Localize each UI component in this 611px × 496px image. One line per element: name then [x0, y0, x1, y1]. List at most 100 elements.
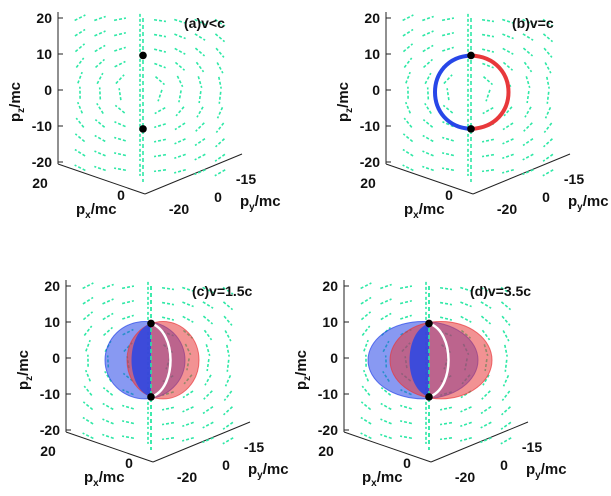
field-arrow — [402, 133, 414, 143]
field-arrow — [102, 312, 114, 321]
field-arrow — [502, 153, 514, 160]
field-arrow — [361, 385, 371, 396]
field-arrow — [216, 62, 224, 74]
field-arrow — [198, 90, 202, 104]
field-arrow — [94, 165, 106, 172]
field-arrow — [214, 33, 226, 43]
field-arrow — [74, 148, 86, 157]
z-axis-label-unit: /mc — [7, 82, 24, 108]
field-arrow — [422, 134, 434, 143]
field-arrow — [400, 404, 412, 410]
field-arrow — [439, 406, 453, 411]
field-arrow — [222, 301, 234, 311]
x-axis-label: px/mc — [362, 469, 403, 489]
field-arrow — [196, 106, 204, 118]
field-arrow — [502, 18, 514, 24]
field-arrow — [83, 325, 93, 336]
z-tick-label: 0 — [52, 350, 60, 366]
field-arrow — [443, 74, 453, 85]
field-arrow — [502, 168, 514, 174]
field-arrow — [526, 90, 530, 104]
field-arrow — [182, 286, 194, 292]
z-axis-label: pz/mc — [15, 350, 35, 390]
field-arrow — [195, 61, 205, 73]
z-tick-label: -20 — [360, 154, 380, 170]
field-arrow — [203, 390, 213, 400]
x-axis-line — [343, 431, 432, 463]
field-arrow — [502, 47, 514, 55]
z-tick-label: 20 — [44, 278, 60, 294]
field-arrow — [94, 119, 106, 128]
field-arrow — [182, 421, 194, 428]
x-axis-line — [65, 431, 154, 463]
x-tick-label: 20 — [318, 443, 334, 459]
field-arrow — [121, 435, 135, 440]
field-arrow — [542, 169, 554, 177]
charge-point-1 — [425, 393, 433, 401]
field-arrow — [481, 153, 495, 158]
field-arrow — [502, 61, 514, 71]
x-axis-line — [385, 163, 474, 195]
field-arrow — [122, 404, 134, 410]
field-arrow — [102, 283, 114, 290]
field-arrow — [202, 301, 214, 309]
field-arrow — [174, 18, 186, 24]
y-tick-label: 0 — [500, 457, 508, 473]
field-arrow — [218, 76, 222, 89]
field-arrow — [174, 138, 186, 145]
field-arrow — [113, 32, 127, 37]
y-axis-label-main: p — [526, 461, 535, 478]
field-arrow — [223, 390, 233, 402]
field-arrow — [174, 153, 186, 160]
field-arrow — [174, 168, 186, 174]
field-arrow — [222, 437, 234, 445]
field-arrow — [226, 344, 230, 357]
z-axis-label: pz/mc — [7, 82, 27, 122]
shell-highlight — [428, 322, 450, 399]
field-arrow — [82, 432, 94, 440]
field-arrow — [174, 122, 186, 131]
field-arrow — [363, 339, 369, 352]
z-axis-label-main: p — [293, 381, 310, 390]
field-arrow — [480, 286, 492, 294]
field-arrow — [194, 18, 206, 26]
y-tick-label: -15 — [236, 171, 256, 187]
vector-field — [402, 13, 554, 182]
field-arrow — [441, 152, 455, 157]
field-arrow — [544, 106, 552, 119]
y-axis-label-sub: y — [257, 470, 263, 481]
x-tick-label: -20 — [455, 469, 475, 485]
field-arrow — [460, 436, 472, 442]
field-arrow — [161, 286, 175, 291]
field-arrow — [115, 74, 125, 85]
field-arrow — [74, 133, 86, 143]
field-arrow — [404, 101, 412, 114]
field-arrow — [380, 387, 392, 396]
field-arrow — [543, 47, 553, 58]
field-arrow — [399, 300, 413, 305]
field-arrow — [161, 437, 175, 441]
field-arrow — [157, 89, 163, 102]
field-arrow — [114, 60, 126, 68]
x-tick-label: -20 — [497, 201, 517, 217]
field-arrow — [424, 72, 432, 85]
z-axis-label-main: p — [7, 113, 24, 122]
z-tick-label: -20 — [40, 422, 60, 438]
z-axis-label-sub: z — [302, 376, 313, 381]
z-axis-label: pz/mc — [335, 82, 355, 122]
field-arrow — [399, 285, 413, 290]
field-arrow — [422, 44, 434, 53]
field-arrow — [522, 18, 534, 26]
vector-field — [74, 13, 226, 182]
field-arrow — [153, 48, 167, 53]
y-axis-label-sub: y — [577, 202, 583, 213]
field-arrow — [360, 296, 372, 305]
field-arrow — [96, 102, 104, 114]
field-arrow — [402, 14, 414, 22]
field-arrow — [399, 420, 413, 425]
y-axis-label-main: p — [568, 193, 577, 210]
field-arrow — [439, 301, 453, 306]
z-axis-label-unit: /mc — [15, 350, 32, 376]
